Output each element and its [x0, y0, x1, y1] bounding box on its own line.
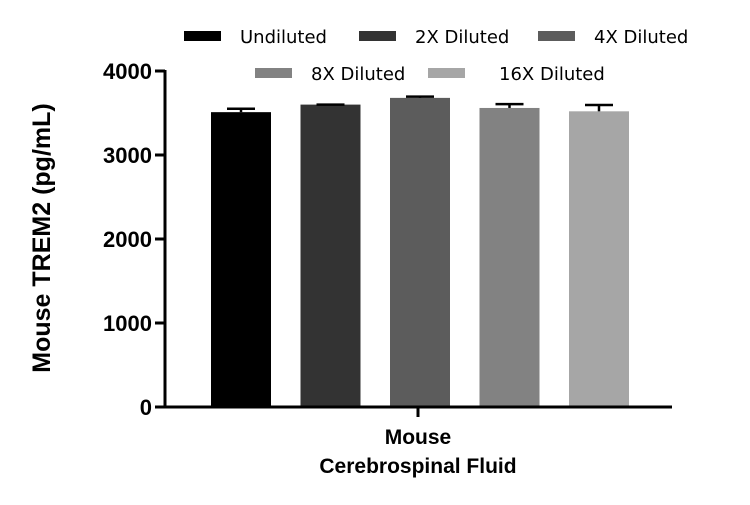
x-group-label-line1: Mouse [385, 426, 452, 449]
legend-swatch [538, 31, 575, 41]
y-axis-label: Mouse TREM2 (pg/mL) [28, 103, 56, 372]
y-tick-label: 3000 [103, 143, 152, 168]
legend-label: 2X Diluted [415, 27, 509, 48]
legend-swatch [428, 68, 465, 78]
bar [211, 112, 271, 407]
bar [479, 107, 540, 408]
legend-swatch [255, 68, 292, 78]
x-group-label-line2: Cerebrospinal Fluid [319, 455, 516, 478]
y-tick-label: 4000 [103, 59, 152, 84]
legend: Undiluted 2X Diluted 4X Diluted 8X Diluted 1… [184, 27, 688, 85]
y-axis: 0 1000 2000 3000 4000 [103, 59, 167, 420]
legend-label: 8X Diluted [311, 64, 405, 85]
bar [390, 97, 450, 407]
y-tick-label: 0 [140, 395, 152, 420]
x-axis [165, 405, 672, 417]
legend-label: 16X Diluted [499, 64, 605, 85]
legend-swatch [184, 31, 221, 41]
legend-label: 4X Diluted [594, 27, 688, 48]
y-tick-label: 1000 [103, 311, 152, 336]
bar [300, 104, 361, 407]
legend-label: Undiluted [240, 27, 327, 48]
bars [211, 95, 629, 408]
bar [569, 111, 629, 407]
y-tick-label: 2000 [103, 227, 152, 252]
legend-swatch [359, 31, 396, 41]
